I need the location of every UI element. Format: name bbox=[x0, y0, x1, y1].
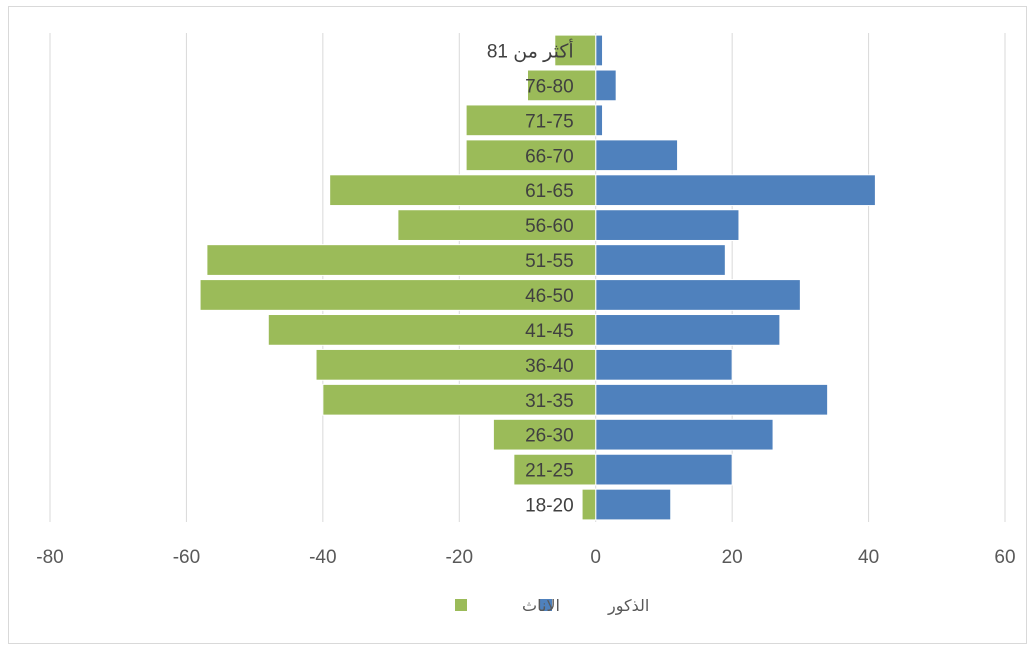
legend-swatch-male bbox=[540, 599, 552, 611]
bar-male-0 bbox=[595, 488, 672, 521]
category-label: 18-20 bbox=[525, 496, 574, 517]
bars bbox=[199, 34, 876, 521]
bar-male-3 bbox=[595, 383, 829, 416]
bar-female-0 bbox=[581, 488, 597, 521]
category-label: 76-80 bbox=[525, 76, 574, 97]
bar-female-12 bbox=[527, 69, 597, 102]
bar-female-9 bbox=[329, 174, 597, 207]
bar-female-11 bbox=[465, 104, 597, 137]
bar-male-6 bbox=[595, 279, 801, 311]
category-labels: 18-20 21-25 26-30 31-35 36-40 41-45 46-50 51-55… bbox=[487, 37, 574, 516]
bar-male-13 bbox=[595, 34, 604, 67]
x-tick-label: 40 bbox=[858, 547, 879, 568]
x-tick-label: 0 bbox=[590, 547, 601, 568]
bar-female-13 bbox=[554, 34, 597, 67]
category-label: 71-75 bbox=[525, 111, 574, 132]
bar-female-2 bbox=[492, 418, 597, 451]
bar-female-3 bbox=[322, 383, 597, 416]
bar-female-6 bbox=[199, 279, 597, 311]
bar-female-7 bbox=[206, 244, 597, 276]
bar-male-11 bbox=[595, 104, 604, 137]
category-label: 81 أكثر من bbox=[487, 37, 574, 62]
category-label: 36-40 bbox=[525, 356, 574, 377]
bar-female-1 bbox=[513, 453, 597, 486]
bar-male-9 bbox=[595, 174, 876, 207]
bar-male-4 bbox=[595, 348, 733, 381]
category-label: 51-55 bbox=[525, 251, 574, 272]
legend-label-male: الذكور bbox=[607, 596, 649, 616]
x-tick-label: 60 bbox=[994, 547, 1015, 568]
bar-male-7 bbox=[595, 244, 726, 276]
x-tick-label: -20 bbox=[446, 547, 473, 568]
x-tick-label: -60 bbox=[173, 547, 200, 568]
category-label: 26-30 bbox=[525, 426, 574, 447]
bar-female-10 bbox=[465, 139, 597, 172]
bar-male-2 bbox=[595, 418, 774, 451]
bar-male-8 bbox=[595, 209, 740, 241]
x-tick-label: -80 bbox=[36, 547, 63, 568]
x-tick-label: 20 bbox=[722, 547, 743, 568]
category-label: 21-25 bbox=[525, 461, 574, 482]
x-axis-ticks: -80 -60 -40 -20 0 20 40 60 bbox=[36, 547, 1015, 568]
category-label: 41-45 bbox=[525, 321, 574, 342]
bar-male-1 bbox=[595, 453, 733, 486]
x-tick-label: -40 bbox=[309, 547, 336, 568]
legend-label-female: الاناث bbox=[522, 596, 560, 615]
category-label: 31-35 bbox=[525, 391, 574, 412]
legend: الذكور الاناث bbox=[455, 596, 649, 616]
bar-male-5 bbox=[595, 314, 781, 346]
category-label: 66-70 bbox=[525, 146, 574, 167]
bar-female-5 bbox=[267, 314, 597, 346]
legend-swatch-female bbox=[455, 599, 467, 611]
bar-female-8 bbox=[397, 209, 597, 241]
bar-female-4 bbox=[315, 348, 597, 381]
category-label: 61-65 bbox=[525, 181, 574, 202]
bar-male-10 bbox=[595, 139, 679, 172]
category-label: 56-60 bbox=[525, 216, 574, 237]
bar-male-12 bbox=[595, 69, 617, 102]
category-label: 46-50 bbox=[525, 286, 574, 307]
